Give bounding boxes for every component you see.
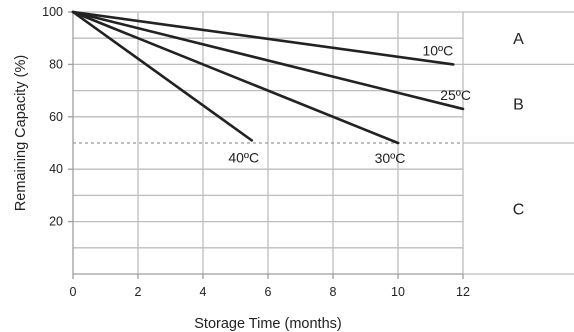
series-label-1: 25ºC (440, 87, 471, 103)
series-label-0: 10ºC (422, 42, 453, 58)
series-labels: 10ºC 25ºC 30ºC 40ºC (228, 42, 471, 166)
y-tick-label-80: 80 (49, 57, 63, 71)
series-line-2 (71, 10, 400, 145)
axes (68, 11, 464, 279)
zone-label-B: B (513, 97, 524, 114)
zone-label-C: C (513, 202, 525, 219)
tick-labels: 0 2 4 6 8 10 12 20 40 60 80 100 (42, 5, 470, 299)
y-axis-title: Remaining Capacity (%) (13, 55, 29, 211)
x-axis-title: Storage Time (months) (194, 316, 341, 332)
x-tick-label-6: 6 (265, 285, 272, 299)
series-label-3: 40ºC (228, 149, 259, 165)
series-label-2: 30ºC (375, 150, 406, 166)
x-tick-label-4: 4 (200, 285, 207, 299)
zone-label-A: A (513, 31, 524, 48)
x-tick-label-0: 0 (70, 285, 77, 299)
y-tick-label-60: 60 (49, 110, 63, 124)
x-tick-label-2: 2 (135, 285, 142, 299)
x-tick-label-12: 12 (456, 285, 470, 299)
series-line-3 (71, 10, 254, 142)
series-line-0 (71, 10, 455, 66)
zone-panel: A B C (463, 11, 574, 275)
y-tick-label-100: 100 (42, 5, 63, 19)
y-tick-label-20: 20 (49, 215, 63, 229)
series-lines (71, 10, 465, 145)
x-tick-label-10: 10 (391, 285, 405, 299)
x-tick-label-8: 8 (330, 285, 337, 299)
series-line-1 (71, 10, 465, 111)
y-tick-label-40: 40 (49, 162, 63, 176)
